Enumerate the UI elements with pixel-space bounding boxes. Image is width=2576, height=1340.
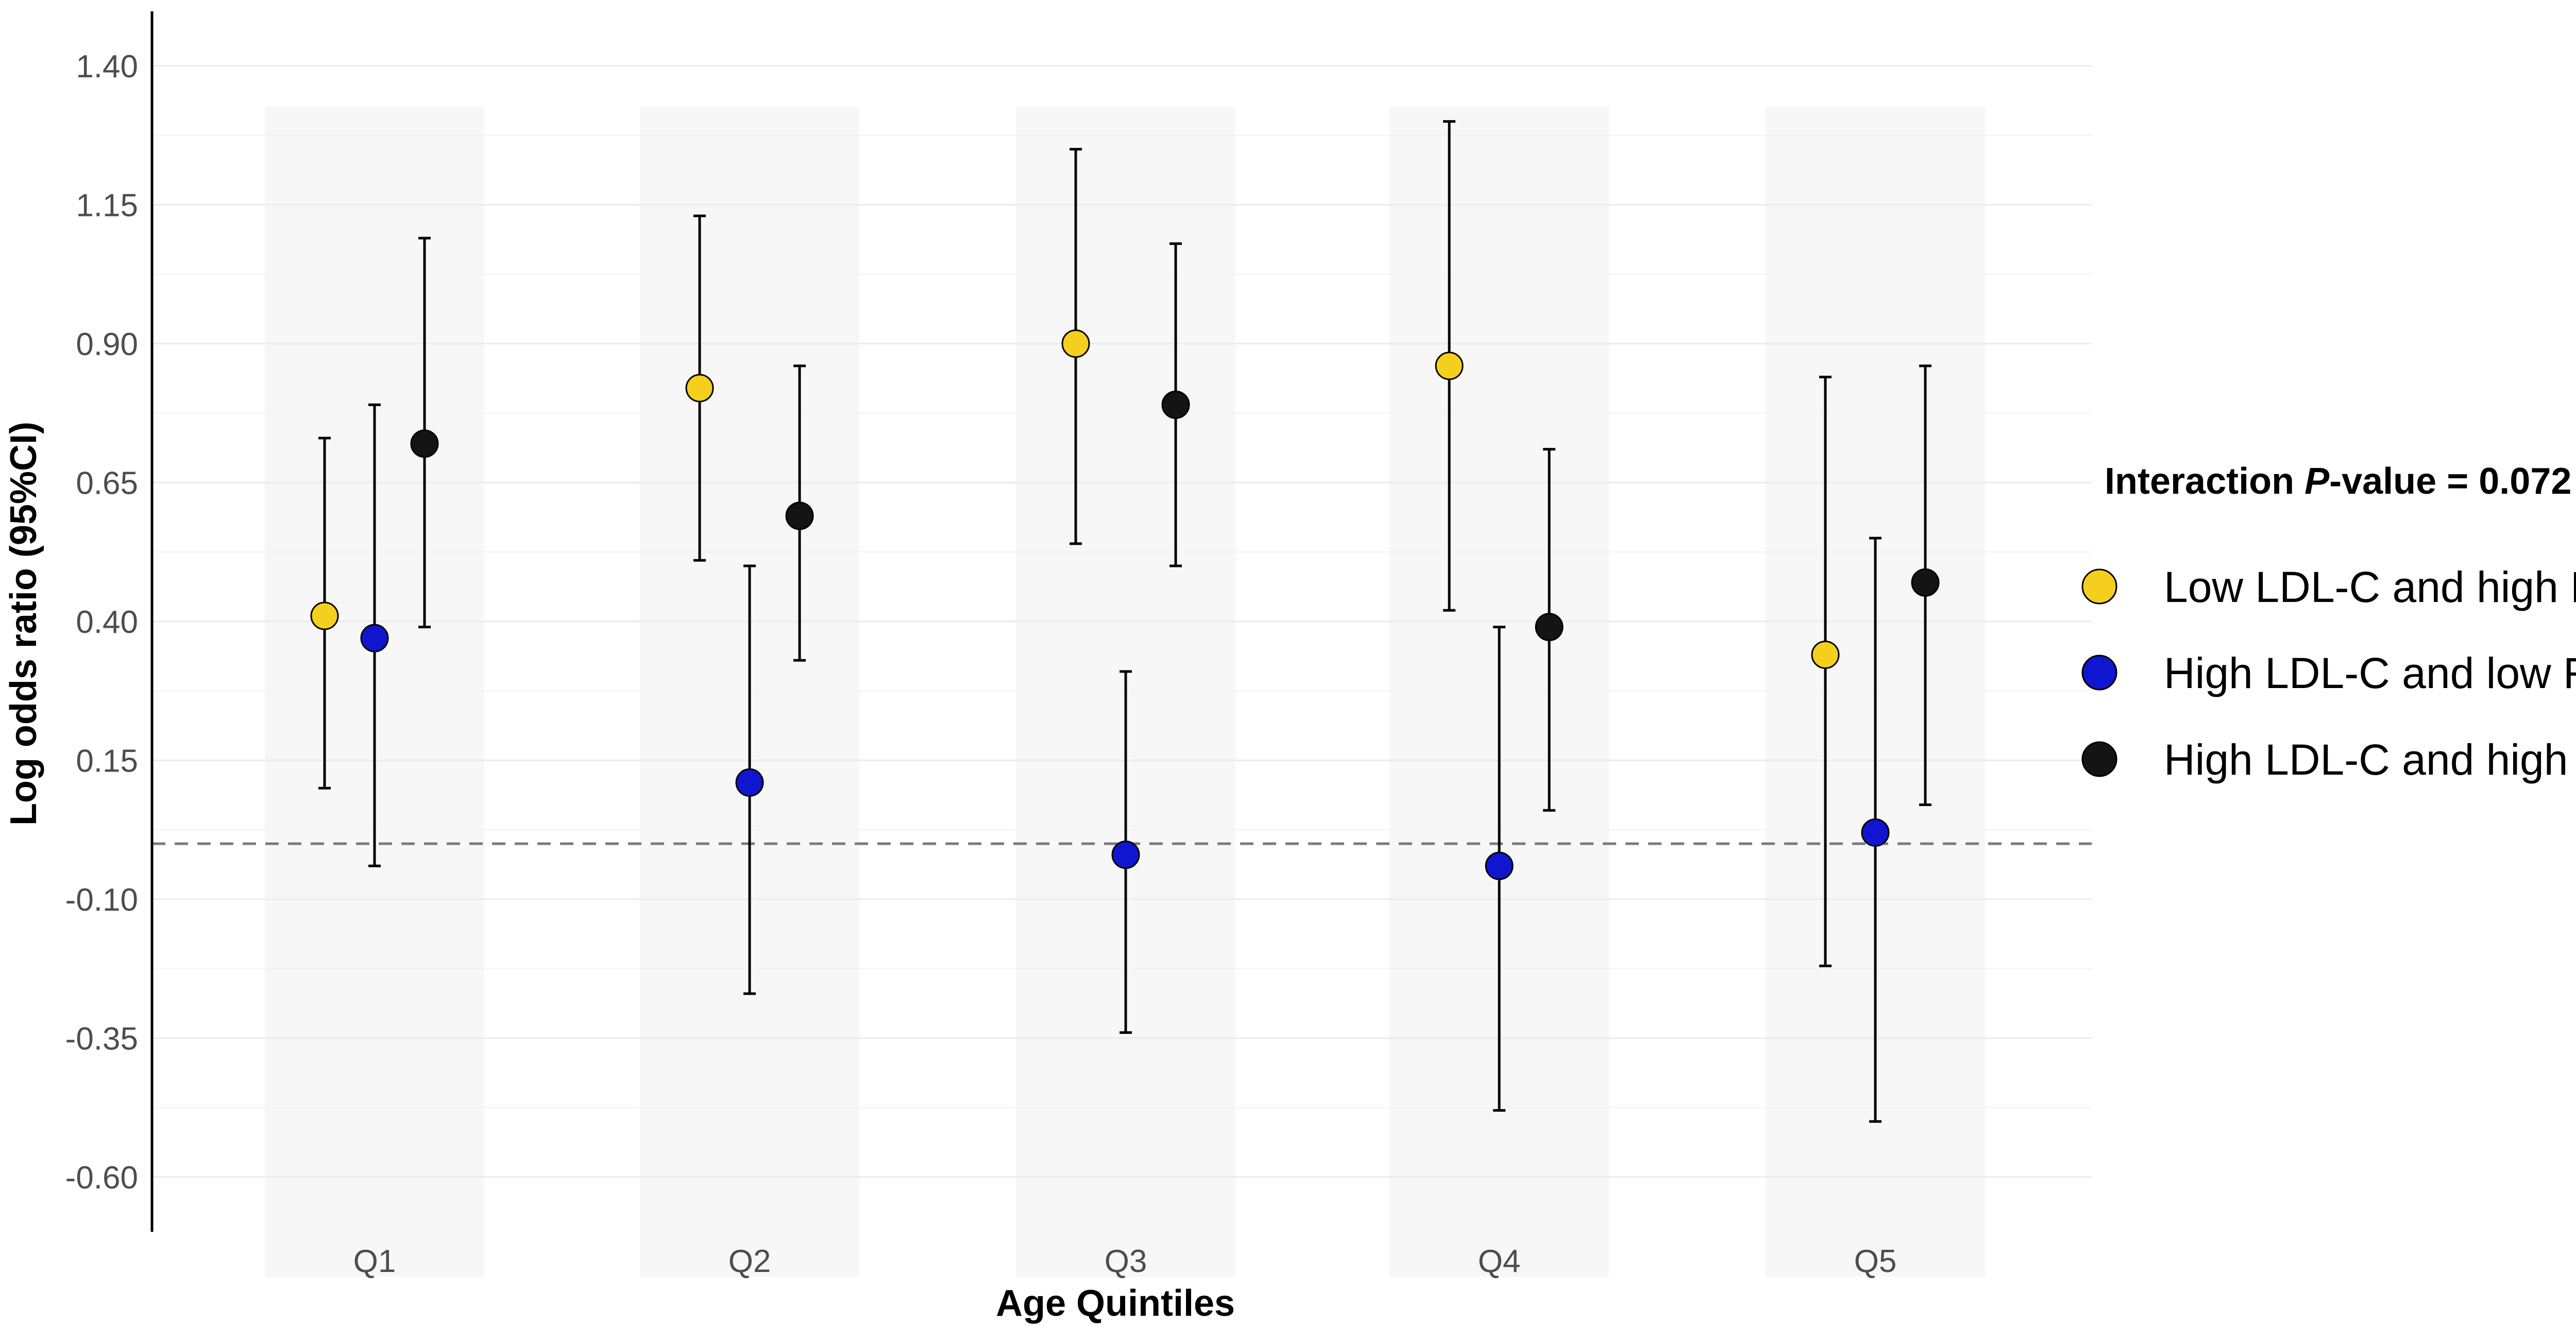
data-marks: [310, 120, 1940, 1123]
point-group: [410, 237, 439, 629]
y-tick-label: -0.35: [65, 1021, 138, 1057]
point-group: [360, 403, 389, 867]
legend-title: Interaction P-value = 0.072: [2105, 461, 2571, 502]
point-group: [1061, 148, 1090, 545]
x-axis-title: Age Quintiles: [996, 1283, 1235, 1324]
x-tick-label-q2: Q2: [728, 1244, 771, 1279]
data-point: [410, 429, 439, 458]
legend: Interaction P-value = 0.072 Low LDL-C an…: [2081, 461, 2576, 784]
y-tick-label: 0.15: [76, 743, 138, 779]
y-tick-label: 0.40: [76, 605, 138, 640]
y-tick-label: 1.40: [76, 49, 138, 85]
point-group: [1111, 670, 1140, 1034]
x-tick-label-q3: Q3: [1105, 1244, 1147, 1279]
data-point: [1535, 613, 1564, 642]
x-category-labels: Q1 Q2 Q3 Q4 Q5: [353, 1244, 1897, 1279]
data-point: [310, 601, 339, 630]
point-group: [1911, 364, 1940, 807]
data-point: [1435, 351, 1464, 380]
legend-label-3: High LDL-C and high RC: [2164, 735, 2576, 784]
gridlines: [152, 65, 2092, 1178]
y-tick-label: -0.60: [65, 1160, 138, 1196]
legend-key-3: [2081, 741, 2117, 777]
data-point: [785, 501, 814, 530]
data-point: [1061, 329, 1090, 358]
point-group: [785, 364, 814, 662]
legend-title-italic: P: [2304, 461, 2330, 502]
point-group: [685, 214, 714, 562]
y-tick-label: -0.10: [65, 882, 138, 918]
legend-label-2: High LDL-C and low RC: [2164, 649, 2576, 697]
y-tick-label: 0.65: [76, 465, 138, 501]
x-tick-label-q1: Q1: [353, 1244, 396, 1279]
data-point: [1911, 568, 1940, 597]
data-point: [735, 768, 764, 797]
point-group: [310, 437, 339, 790]
legend-key-2: [2081, 655, 2117, 691]
data-point: [1485, 851, 1514, 880]
data-point: [685, 374, 714, 403]
data-point: [1161, 390, 1190, 419]
data-point: [360, 624, 389, 652]
x-tick-label-q4: Q4: [1478, 1244, 1521, 1279]
legend-title-suffix: -value = 0.072: [2329, 461, 2571, 502]
data-point: [1811, 640, 1840, 669]
point-group: [735, 564, 764, 995]
y-tick-label: 1.15: [76, 188, 138, 223]
point-group: [1485, 626, 1514, 1112]
legend-key-1: [2081, 568, 2117, 605]
legend-label-1: Low LDL-C and high RC: [2164, 563, 2576, 611]
data-point: [1111, 841, 1140, 869]
y-axis-title: Log odds ratio (95%CI): [3, 422, 44, 826]
y-tick-label: 0.90: [76, 327, 138, 362]
point-group: [1861, 537, 1890, 1123]
x-tick-label-q5: Q5: [1854, 1244, 1897, 1279]
legend-title-prefix: Interaction: [2105, 461, 2304, 502]
point-group: [1535, 448, 1564, 812]
y-axis: 1.40 1.15 0.90 0.65 0.40 0.15 -0.10 -0.35 -0.60: [65, 11, 154, 1232]
point-group: [1435, 120, 1464, 612]
point-group: [1811, 375, 1840, 967]
point-group: [1161, 242, 1190, 567]
data-point: [1861, 818, 1890, 847]
